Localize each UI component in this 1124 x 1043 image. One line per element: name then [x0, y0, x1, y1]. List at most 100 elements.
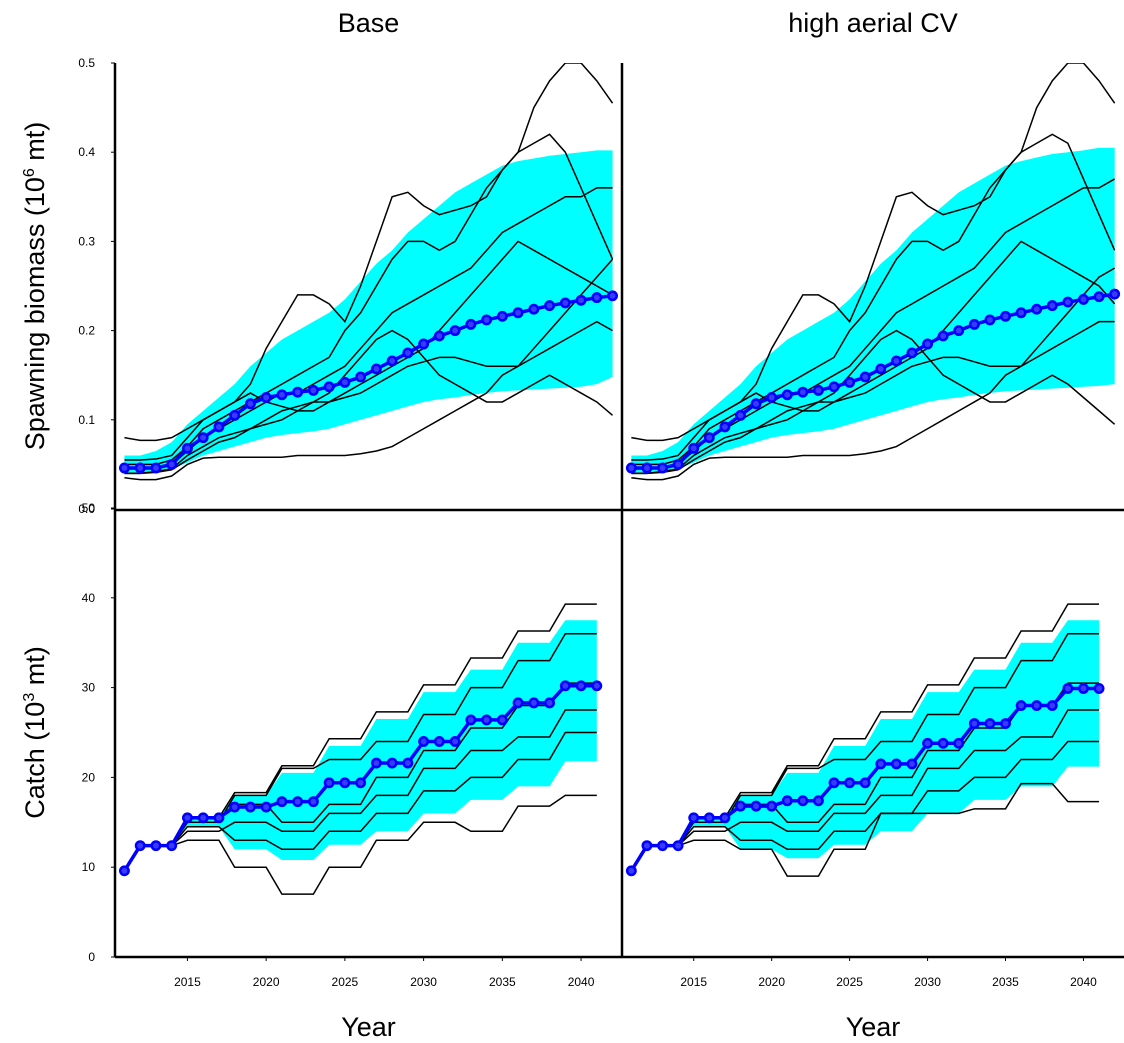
- y-tick-label: 0.0: [78, 502, 95, 516]
- x-tick-label: 2020: [253, 975, 280, 989]
- median-point: [260, 801, 272, 813]
- median-point: [197, 812, 209, 824]
- median-point: [229, 409, 241, 421]
- interval-band: [124, 620, 597, 871]
- median-point: [1015, 307, 1027, 319]
- median-point: [688, 442, 700, 454]
- median-point: [625, 865, 637, 877]
- panel-title: high aerial CV: [788, 8, 958, 38]
- median-point: [339, 376, 351, 388]
- median-point: [641, 462, 653, 474]
- median-point: [1078, 683, 1089, 694]
- median-point: [937, 737, 949, 749]
- median-point: [735, 800, 746, 812]
- trajectory-line: [631, 133, 1116, 466]
- panel-title: Base: [338, 8, 400, 38]
- median-point: [1093, 291, 1105, 303]
- median-point: [307, 384, 319, 396]
- median-point: [922, 338, 934, 350]
- median-point: [968, 318, 980, 330]
- median-point: [402, 347, 414, 359]
- median-point: [197, 432, 209, 444]
- median-point: [703, 432, 715, 444]
- median-point: [339, 777, 351, 789]
- median-point: [953, 325, 965, 337]
- trajectory-line: [630, 740, 1100, 872]
- y-tick-label: 10: [82, 860, 96, 874]
- median-point: [875, 363, 887, 375]
- y-axis-label: Spawning biomass (106 mt): [20, 122, 50, 451]
- y-axis-label-text: mt): [20, 646, 50, 693]
- median-point: [719, 421, 731, 433]
- median-point: [528, 697, 540, 709]
- trajectory-line: [124, 320, 613, 475]
- median-point: [512, 307, 524, 319]
- panel: [118, 63, 619, 481]
- median-point: [688, 812, 700, 824]
- median-point: [828, 777, 840, 789]
- median-point: [937, 330, 949, 342]
- median-point: [402, 757, 414, 769]
- median-point: [735, 409, 746, 421]
- y-axis-label-sup: 3: [21, 693, 38, 702]
- median-point: [1062, 683, 1074, 694]
- median-point: [496, 310, 508, 322]
- interval-band: [124, 150, 613, 474]
- median-point: [433, 736, 445, 747]
- trajectory-line: [631, 267, 1116, 481]
- median-point: [657, 462, 668, 474]
- median-point: [781, 389, 793, 401]
- trajectory-line: [124, 133, 614, 466]
- median-point: [512, 697, 524, 709]
- median-point: [559, 680, 571, 692]
- interval-band: [631, 620, 1100, 871]
- median-point: [607, 290, 619, 302]
- y-tick-label: 50: [82, 501, 96, 515]
- median-point: [859, 777, 871, 789]
- median-point: [166, 458, 178, 470]
- y-axis-label: Catch (103 mt): [20, 646, 50, 818]
- median-point: [213, 421, 225, 433]
- trajectory-line: [124, 240, 613, 461]
- x-tick-label: 2030: [410, 975, 437, 989]
- median-point: [1046, 700, 1058, 712]
- median-point: [229, 801, 241, 813]
- x-tick-label: 2020: [758, 975, 785, 989]
- y-tick-label: 0.2: [78, 324, 95, 338]
- median-point: [984, 718, 996, 729]
- median-point: [544, 300, 556, 312]
- median-point: [625, 462, 637, 474]
- median-point: [150, 840, 162, 852]
- median-point: [307, 796, 319, 808]
- x-tick-label: 2035: [992, 975, 1019, 989]
- median-point: [244, 398, 256, 410]
- median-point: [496, 714, 508, 726]
- median-point: [1046, 300, 1058, 312]
- median-point: [575, 680, 587, 692]
- median-point: [812, 795, 824, 807]
- median-point: [797, 386, 809, 398]
- median-point: [260, 392, 272, 403]
- median-point: [449, 325, 461, 337]
- y-axis-label-text: Spawning biomass (10: [20, 177, 50, 450]
- median-point: [875, 758, 887, 770]
- trajectory-line: [123, 731, 597, 872]
- median-point: [181, 812, 193, 824]
- trajectory-line: [123, 709, 597, 872]
- median-point: [418, 736, 430, 747]
- y-tick-label: 0.4: [78, 145, 95, 159]
- trajectory-line: [631, 329, 1116, 475]
- panel: [625, 603, 1105, 877]
- panel: [625, 63, 1121, 481]
- x-tick-label: 2040: [1070, 975, 1097, 989]
- median-point: [703, 812, 715, 824]
- median-point: [984, 314, 996, 326]
- median-point: [323, 381, 335, 393]
- interval-band: [631, 147, 1115, 474]
- median-point: [370, 757, 382, 769]
- panel: [118, 603, 603, 895]
- median-point: [134, 840, 146, 852]
- median-point: [465, 318, 477, 330]
- median-point: [766, 800, 778, 812]
- median-point: [292, 386, 304, 398]
